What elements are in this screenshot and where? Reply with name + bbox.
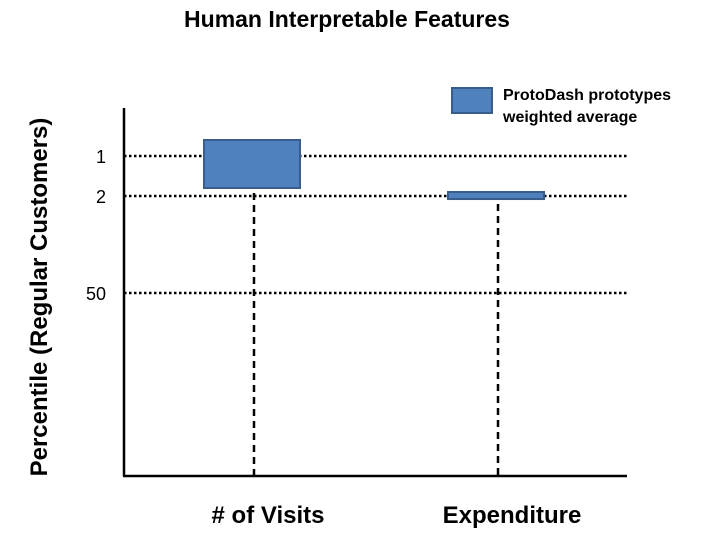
drop-lines (252, 193, 500, 476)
y-tick-labels: 1 2 50 (86, 147, 106, 304)
data-box-1 (447, 191, 545, 201)
legend-swatch (451, 87, 493, 114)
y-tick-label-2: 2 (96, 187, 106, 207)
y-tick-label-50: 50 (86, 284, 106, 304)
chart-title: Human Interpretable Features (184, 6, 510, 32)
legend-label-line1: ProtoDash prototypes (503, 87, 671, 104)
y-axis-label: Percentile (Regular Customers) (26, 118, 53, 477)
data-boxes (203, 139, 545, 201)
grid-lines (124, 154, 627, 295)
x-category-label-0: # of Visits (212, 502, 325, 529)
legend-label-line2: weighted average (502, 109, 637, 126)
data-box-0 (203, 139, 301, 189)
x-category-labels: # of Visits Expenditure (212, 502, 582, 529)
legend: ProtoDash prototypes weighted average (451, 87, 671, 126)
y-tick-label-1: 1 (96, 147, 106, 167)
x-category-label-1: Expenditure (443, 502, 582, 529)
